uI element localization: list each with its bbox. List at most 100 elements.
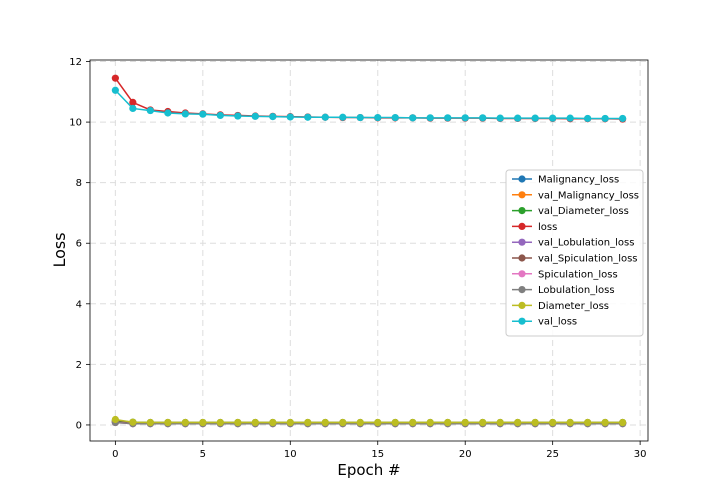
data-point-val-loss <box>181 110 189 118</box>
data-point-val-loss <box>269 113 277 121</box>
data-point-val-loss <box>339 113 347 121</box>
y-tick-label: 12 <box>69 57 82 68</box>
data-point-diameter-loss <box>444 418 452 427</box>
legend-label: Lobulation_loss <box>538 285 615 296</box>
data-point-diameter-loss <box>321 418 329 427</box>
data-point-val-loss <box>251 112 259 120</box>
data-point-diameter-loss <box>304 418 312 427</box>
y-tick-label: 4 <box>76 299 82 310</box>
data-point-diameter-loss <box>391 418 399 427</box>
data-point-val-loss <box>146 106 154 115</box>
legend-label: Diameter_loss <box>538 301 609 312</box>
legend-marker <box>518 191 526 199</box>
data-point-val-loss <box>514 114 522 122</box>
legend-label: Spiculation_loss <box>538 269 618 280</box>
legend-marker <box>518 175 526 183</box>
data-point-diameter-loss <box>339 418 347 427</box>
legend-label: val_Diameter_loss <box>538 206 629 217</box>
x-tick-label: 0 <box>112 449 118 460</box>
legend-marker <box>518 207 526 215</box>
data-point-diameter-loss <box>479 418 487 427</box>
x-axis-ticks: 0 5 10 15 20 25 30 <box>112 441 646 460</box>
data-point-val-loss <box>426 114 434 122</box>
data-point-diameter-loss <box>601 418 609 427</box>
data-point-loss <box>111 74 119 82</box>
legend-label: val_Malignancy_loss <box>538 190 639 201</box>
data-point-diameter-loss <box>251 418 259 427</box>
y-axis-ticks: 0 2 4 6 8 10 12 <box>69 57 90 431</box>
data-point-diameter-loss <box>496 418 504 427</box>
data-point-diameter-loss <box>426 418 434 427</box>
data-point-diameter-loss <box>584 418 592 427</box>
data-point-val-loss <box>286 113 294 121</box>
data-point-diameter-loss <box>146 418 154 427</box>
data-point-val-loss <box>496 114 504 122</box>
legend-label: val_Lobulation_loss <box>538 238 634 249</box>
legend: Malignancy_loss val_Malignancy_loss val_Di… <box>505 169 644 337</box>
legend-label: loss <box>538 222 557 233</box>
x-tick-label: 25 <box>546 449 559 460</box>
data-point-val-loss <box>391 113 399 122</box>
data-point-diameter-loss <box>269 418 277 427</box>
data-point-diameter-loss <box>181 418 189 427</box>
legend-label: val_loss <box>538 317 577 328</box>
data-point-val-loss <box>584 114 592 123</box>
data-point-val-loss <box>356 113 364 122</box>
data-point-diameter-loss <box>164 418 172 427</box>
legend-label: val_Spiculation_loss <box>538 254 638 265</box>
data-point-diameter-loss <box>566 418 574 427</box>
data-point-diameter-loss <box>514 418 522 427</box>
data-point-val-loss <box>531 114 539 122</box>
data-point-val-loss <box>374 113 382 122</box>
data-point-diameter-loss <box>461 418 469 427</box>
x-tick-label: 30 <box>634 449 647 460</box>
data-point-diameter-loss <box>531 418 539 427</box>
data-point-diameter-loss <box>619 418 627 427</box>
data-point-diameter-loss <box>356 418 364 427</box>
legend-marker <box>518 270 526 278</box>
data-point-diameter-loss <box>234 418 242 427</box>
data-point-val-loss <box>479 114 487 122</box>
data-point-val-loss <box>461 114 469 122</box>
y-tick-label: 0 <box>76 420 82 431</box>
legend-marker <box>518 254 526 262</box>
x-tick-label: 15 <box>371 449 384 460</box>
legend-marker <box>518 301 526 309</box>
data-point-val-loss <box>549 114 557 122</box>
data-point-diameter-loss <box>374 418 382 427</box>
data-point-val-loss <box>601 114 609 123</box>
series-val-loss <box>111 86 627 123</box>
x-tick-label: 5 <box>200 449 206 460</box>
legend-label: Malignancy_loss <box>538 175 619 186</box>
data-point-diameter-loss <box>216 418 224 427</box>
legend-marker <box>518 222 526 230</box>
data-point-val-loss <box>164 109 172 117</box>
y-tick-label: 8 <box>76 178 82 189</box>
data-point-diameter-loss <box>111 415 119 424</box>
data-point-val-loss <box>234 112 242 120</box>
y-axis-label: Loss <box>50 232 69 267</box>
data-point-val-loss <box>444 114 452 122</box>
data-point-diameter-loss <box>199 418 207 427</box>
data-point-diameter-loss <box>286 418 294 427</box>
data-point-val-loss <box>111 86 119 94</box>
data-point-val-loss <box>199 110 207 118</box>
data-point-val-loss <box>216 111 224 120</box>
legend-box <box>505 169 644 337</box>
series-layer <box>111 74 627 428</box>
y-tick-label: 6 <box>76 239 82 250</box>
x-tick-label: 20 <box>459 449 472 460</box>
data-point-diameter-loss <box>549 418 557 427</box>
x-axis-label: Epoch # <box>337 461 400 479</box>
data-point-val-loss <box>304 113 312 121</box>
y-tick-label: 10 <box>69 118 82 129</box>
data-point-val-loss <box>619 114 627 123</box>
data-point-loss <box>129 98 137 107</box>
y-tick-label: 2 <box>76 360 82 371</box>
data-point-val-loss <box>129 104 137 113</box>
plot-frame <box>89 59 649 442</box>
data-point-val-loss <box>321 113 329 121</box>
legend-marker <box>518 238 526 246</box>
data-point-val-loss <box>566 114 574 122</box>
